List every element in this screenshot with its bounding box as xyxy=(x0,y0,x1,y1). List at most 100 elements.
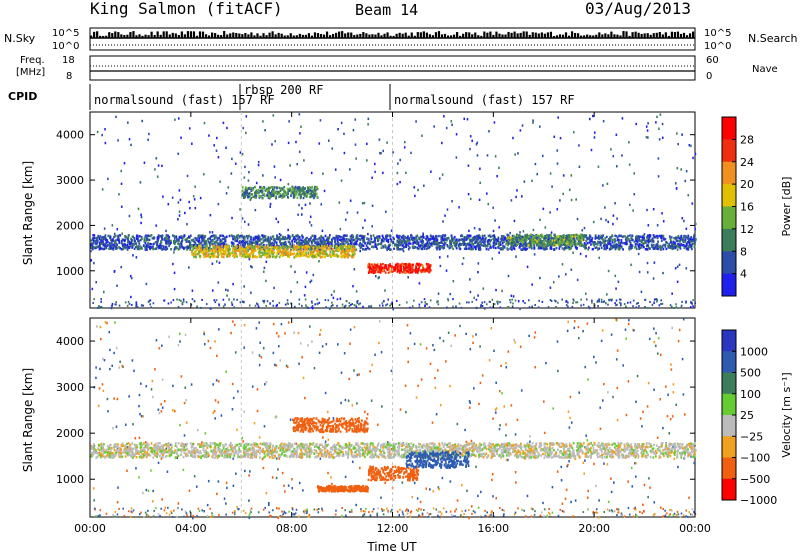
echo-cell xyxy=(180,246,182,248)
echo-cell xyxy=(647,271,649,273)
echo-cell xyxy=(439,256,441,258)
echo-cell xyxy=(370,271,372,273)
echo-cell xyxy=(235,240,237,242)
nsky-bar xyxy=(211,33,213,38)
echo-cell xyxy=(473,239,475,241)
echo-cell xyxy=(381,302,383,304)
echo-cell xyxy=(468,165,470,167)
echo-cell xyxy=(444,238,446,240)
echo-cell xyxy=(302,236,304,238)
echo-cell xyxy=(374,271,376,273)
echo-cell xyxy=(466,248,468,250)
echo-cell xyxy=(299,245,301,247)
echo-cell xyxy=(130,242,132,244)
nsky-bar xyxy=(132,31,134,38)
cpid-label: CPID xyxy=(8,90,37,103)
echo-cell xyxy=(174,288,176,290)
echo-cell xyxy=(243,285,245,287)
echo-cell xyxy=(436,246,438,248)
echo-cell xyxy=(597,247,599,249)
echo-cell xyxy=(209,231,211,233)
echo-cell xyxy=(95,237,97,239)
echo-cell xyxy=(584,227,586,229)
echo-cell xyxy=(548,306,550,308)
nsky-bar xyxy=(571,31,573,38)
echo-cell xyxy=(603,241,605,243)
echo-cell xyxy=(254,245,256,247)
echo-cell xyxy=(179,299,181,301)
echo-cell xyxy=(174,235,176,237)
echo-cell xyxy=(312,305,314,307)
echo-cell xyxy=(297,246,299,248)
echo-cell xyxy=(522,124,524,126)
echo-cell xyxy=(409,263,411,265)
echo-cell xyxy=(246,241,248,243)
echo-cell xyxy=(461,243,463,245)
echo-cell xyxy=(613,214,615,216)
echo-cell xyxy=(341,240,343,242)
echo-cell xyxy=(476,142,478,144)
echo-cell xyxy=(294,306,296,308)
echo-cell xyxy=(509,299,511,301)
echo-cell xyxy=(153,248,155,250)
echo-cell xyxy=(650,239,652,241)
echo-cell xyxy=(398,263,400,265)
echo-cell xyxy=(419,306,421,308)
echo-cell xyxy=(299,132,301,134)
echo-cell xyxy=(322,230,324,232)
echo-cell xyxy=(99,238,101,240)
echo-cell xyxy=(200,236,202,238)
echo-cell xyxy=(603,300,605,302)
nsky-bar xyxy=(129,32,131,38)
echo-cell xyxy=(536,173,538,175)
echo-cell xyxy=(119,234,121,236)
echo-cell xyxy=(215,250,217,252)
echo-cell xyxy=(355,143,357,145)
echo-cell xyxy=(193,240,195,242)
echo-cell xyxy=(155,247,157,249)
echo-cell xyxy=(352,254,354,256)
nsky-bar xyxy=(486,33,488,38)
echo-cell xyxy=(264,129,266,131)
echo-cell xyxy=(297,254,299,256)
echo-cell xyxy=(288,235,290,237)
echo-cell xyxy=(463,257,465,259)
echo-cell xyxy=(386,249,388,251)
echo-cell xyxy=(223,256,225,258)
echo-cell xyxy=(566,304,568,306)
echo-cell xyxy=(344,240,346,242)
echo-cell xyxy=(419,304,421,306)
echo-cell xyxy=(635,243,637,245)
nsky-bar xyxy=(631,32,633,38)
echo-cell xyxy=(695,223,697,225)
echo-cell xyxy=(397,172,399,174)
nsky-bar xyxy=(232,32,234,38)
echo-cell xyxy=(297,213,299,215)
echo-cell xyxy=(523,246,525,248)
echo-cell xyxy=(644,306,646,308)
echo-cell xyxy=(657,240,659,242)
nsky-bar xyxy=(456,32,458,38)
echo-cell xyxy=(95,242,97,244)
echo-cell xyxy=(189,241,191,243)
echo-cell xyxy=(394,269,396,271)
echo-cell xyxy=(178,243,180,245)
echo-cell xyxy=(455,245,457,247)
echo-cell xyxy=(331,245,333,247)
echo-cell xyxy=(320,119,322,121)
echo-cell xyxy=(346,300,348,302)
echo-cell xyxy=(619,244,621,246)
echo-cell xyxy=(170,302,172,304)
echo-cell xyxy=(228,298,230,300)
echo-cell xyxy=(390,271,392,273)
echo-cell xyxy=(288,183,290,185)
echo-cell xyxy=(511,199,513,201)
echo-cell xyxy=(331,147,333,149)
echo-cell xyxy=(636,303,638,305)
echo-cell xyxy=(356,290,358,292)
echo-cell xyxy=(614,239,616,241)
freq-panel-frame xyxy=(90,56,695,80)
echo-cell xyxy=(428,263,430,265)
echo-cell xyxy=(638,253,640,255)
echo-cell xyxy=(604,237,606,239)
